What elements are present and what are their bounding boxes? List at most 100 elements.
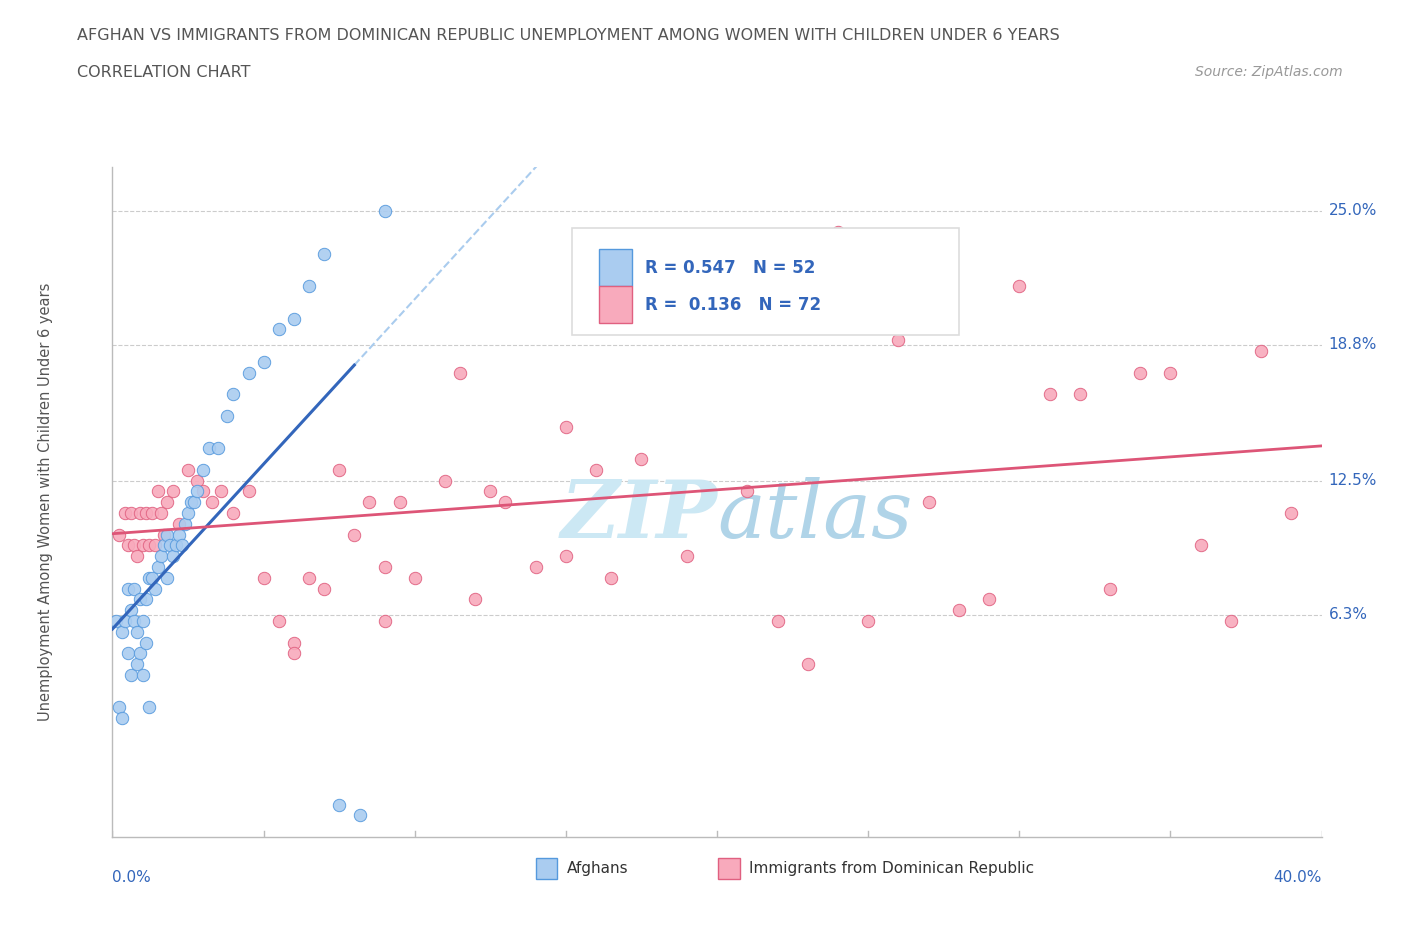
Point xyxy=(298,570,321,585)
Point xyxy=(149,549,172,564)
Text: 25.0%: 25.0% xyxy=(1329,203,1376,219)
Point xyxy=(117,538,139,552)
Point xyxy=(107,700,129,715)
Point xyxy=(114,614,136,629)
Point xyxy=(138,700,160,715)
Point xyxy=(404,570,426,585)
Point xyxy=(191,484,214,498)
Point xyxy=(283,646,305,661)
Point xyxy=(132,538,155,552)
Point xyxy=(156,495,179,510)
Text: Source: ZipAtlas.com: Source: ZipAtlas.com xyxy=(1195,65,1343,79)
Point xyxy=(1159,365,1181,380)
Text: 18.8%: 18.8% xyxy=(1329,337,1376,352)
Point xyxy=(359,495,381,510)
Point xyxy=(374,203,396,218)
Text: AFGHAN VS IMMIGRANTS FROM DOMINICAN REPUBLIC UNEMPLOYMENT AMONG WOMEN WITH CHILD: AFGHAN VS IMMIGRANTS FROM DOMINICAN REPU… xyxy=(77,28,1060,43)
Point xyxy=(948,603,970,618)
Point xyxy=(388,495,411,510)
Point xyxy=(766,614,789,629)
Point xyxy=(186,484,208,498)
Point xyxy=(128,506,150,521)
Point xyxy=(1098,581,1121,596)
Point xyxy=(146,484,169,498)
Point xyxy=(374,560,396,575)
Point xyxy=(114,506,136,521)
Text: ZIP: ZIP xyxy=(560,477,717,554)
Point xyxy=(153,527,176,542)
Point xyxy=(222,387,245,402)
Point xyxy=(120,603,142,618)
Point xyxy=(343,527,366,542)
Point xyxy=(283,312,305,326)
Point xyxy=(479,484,502,498)
Point xyxy=(217,408,239,423)
Point xyxy=(110,711,132,725)
Point xyxy=(314,581,336,596)
Point xyxy=(1220,614,1243,629)
Point xyxy=(253,354,276,369)
Point xyxy=(1008,279,1031,294)
Point xyxy=(153,538,176,552)
Point xyxy=(554,419,576,434)
Bar xyxy=(599,286,633,323)
Point xyxy=(143,581,166,596)
Point xyxy=(585,462,607,477)
Point xyxy=(1129,365,1152,380)
Point xyxy=(156,570,179,585)
Point xyxy=(554,549,576,564)
Point xyxy=(170,538,193,552)
Point xyxy=(267,322,290,337)
Text: 40.0%: 40.0% xyxy=(1274,870,1322,884)
Point xyxy=(198,441,221,456)
Point xyxy=(135,592,157,607)
Point xyxy=(135,635,157,650)
Point xyxy=(267,614,290,629)
Point xyxy=(167,527,190,542)
Point xyxy=(600,570,623,585)
Point xyxy=(107,527,129,542)
Point xyxy=(222,506,245,521)
Point xyxy=(122,614,145,629)
Point xyxy=(183,495,205,510)
Point xyxy=(977,592,1000,607)
Point xyxy=(138,538,160,552)
Point xyxy=(167,516,190,531)
Point xyxy=(887,333,910,348)
Point xyxy=(143,538,166,552)
Point xyxy=(856,614,880,629)
Point xyxy=(156,527,179,542)
Point xyxy=(104,614,127,629)
Point xyxy=(120,506,142,521)
Text: 12.5%: 12.5% xyxy=(1329,473,1376,488)
Point xyxy=(125,549,148,564)
Point xyxy=(207,441,229,456)
Text: Unemployment Among Women with Children Under 6 years: Unemployment Among Women with Children U… xyxy=(38,283,53,722)
Text: Immigrants from Dominican Republic: Immigrants from Dominican Republic xyxy=(749,861,1035,876)
Point xyxy=(132,614,155,629)
Point xyxy=(141,506,163,521)
Point xyxy=(128,646,150,661)
Point xyxy=(209,484,232,498)
Point xyxy=(135,506,157,521)
Point xyxy=(1250,343,1272,358)
Point xyxy=(495,495,517,510)
Point xyxy=(737,484,759,498)
Point xyxy=(186,473,208,488)
Text: atlas: atlas xyxy=(717,477,912,554)
Point xyxy=(110,624,132,639)
Point xyxy=(177,462,200,477)
Point xyxy=(827,225,849,240)
Point xyxy=(165,538,187,552)
Text: R = 0.547   N = 52: R = 0.547 N = 52 xyxy=(644,259,815,277)
Point xyxy=(122,581,145,596)
Point xyxy=(120,668,142,683)
Point xyxy=(253,570,276,585)
FancyBboxPatch shape xyxy=(572,228,959,335)
Point xyxy=(138,570,160,585)
Point xyxy=(1279,506,1302,521)
Point xyxy=(796,657,818,671)
Point xyxy=(298,279,321,294)
Point xyxy=(328,797,350,812)
Point xyxy=(159,538,181,552)
